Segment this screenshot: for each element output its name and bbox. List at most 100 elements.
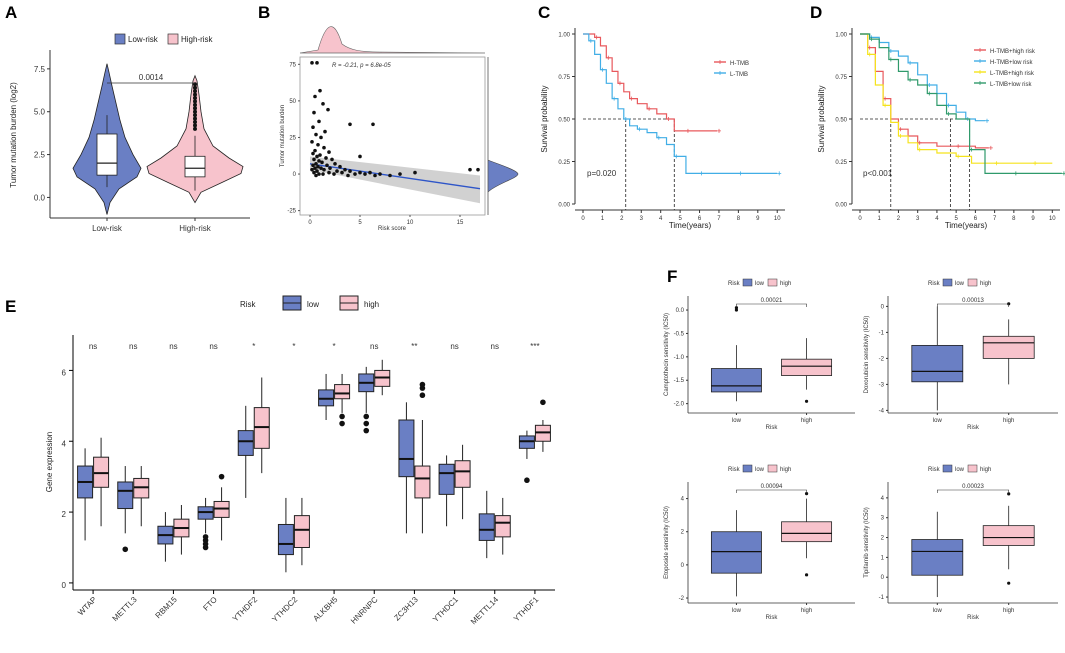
f1-y-tick-label: -0.5 — [674, 331, 685, 337]
a-outlier-point — [193, 106, 197, 111]
f4-legend-title: Risk — [928, 467, 941, 473]
f4-y-tick-label: 2 — [881, 536, 885, 542]
b-point — [413, 170, 417, 175]
d-x-tick-label: 3 — [916, 216, 920, 222]
f1-outlier-point — [734, 306, 739, 310]
e-box — [117, 481, 134, 510]
c-censor-mark — [717, 128, 722, 133]
d-censor-mark — [888, 57, 893, 62]
b-y-tick-label: 50 — [289, 99, 296, 105]
b-point — [313, 166, 317, 170]
e-outlier-point — [419, 381, 426, 388]
f2-box-low — [911, 344, 964, 383]
b-point — [388, 173, 392, 178]
f1-y-tick-label: -1.0 — [674, 355, 685, 361]
b-point — [378, 172, 382, 176]
e-significance-label: *** — [530, 342, 539, 351]
f4-outlier-point — [1007, 492, 1011, 496]
c-censor-mark — [594, 35, 599, 40]
c-y-tick-label: 0.50 — [558, 118, 570, 124]
b-x-tick-label: 0 — [308, 220, 312, 226]
f3-legend-title: Risk — [728, 467, 741, 473]
b-point — [310, 140, 314, 144]
c-y-tick-label: 0.00 — [558, 203, 570, 209]
e-x-tick-label: YTHDF1 — [512, 595, 541, 624]
f2-pvalue-bar — [937, 303, 1009, 307]
b-y-tick-label: 25 — [289, 135, 296, 141]
f1-outlier-point — [734, 308, 739, 312]
e-outlier-point — [122, 546, 129, 553]
a-y-tick-label: 5.0 — [34, 108, 46, 117]
b-point — [468, 167, 472, 172]
d-censor-mark — [1033, 161, 1038, 166]
d-censor-mark — [888, 49, 893, 53]
a-legend-high-label: High-risk — [181, 35, 214, 44]
e-outlier-point — [524, 477, 530, 484]
c-censor-mark — [617, 81, 622, 86]
c-censor-mark — [674, 154, 679, 159]
f3-x-label: Risk — [766, 615, 779, 621]
a-legend-high-swatch — [167, 33, 179, 45]
e-outlier-point — [419, 392, 426, 399]
b-point — [315, 154, 319, 159]
e-x-tick-label: RBM15 — [154, 595, 180, 621]
c-y-tick-label: 0.75 — [558, 75, 570, 81]
e-significance-label: ns — [209, 342, 217, 351]
b-point — [398, 172, 402, 176]
a-outlier-point — [193, 99, 197, 104]
f2-x-tick-label: low — [933, 418, 943, 424]
f2-x-tick-label: high — [1003, 418, 1014, 424]
f1-legend-high-label: high — [780, 281, 791, 287]
d-y-label: Survival probability — [817, 85, 826, 152]
e-significance-label: ns — [89, 342, 97, 351]
c-pvalue: p=0.020 — [587, 169, 617, 178]
f1-x-label: Risk — [766, 425, 779, 431]
panel-letter-c: C — [538, 3, 550, 22]
b-point — [322, 167, 326, 172]
c-x-tick-label: 7 — [717, 216, 721, 222]
f2-legend-title: Risk — [928, 281, 941, 287]
c-km-curve — [583, 33, 718, 132]
a-x-tick-label: High-risk — [179, 224, 212, 233]
d-censor-mark — [956, 144, 961, 149]
f1-legend-low-swatch — [742, 278, 753, 287]
a-box — [96, 133, 118, 176]
d-censor-mark — [1013, 171, 1018, 176]
c-censor-mark — [699, 171, 704, 176]
b-y-tick-label: -25 — [287, 209, 296, 215]
c-censor-mark — [600, 67, 605, 72]
d-x-tick-label: 10 — [1049, 216, 1056, 222]
e-outlier-point — [363, 413, 370, 420]
b-point — [335, 169, 339, 173]
e-x-tick-label: WTAP — [76, 595, 98, 617]
a-y-tick-label: 0.0 — [34, 193, 46, 202]
f3-outlier-point — [804, 573, 809, 577]
f2-y-tick-label: -4 — [879, 408, 885, 414]
a-outlier-point — [193, 85, 197, 90]
d-censor-mark — [946, 111, 951, 116]
f3-pvalue: 0.00094 — [761, 484, 783, 490]
c-legend-label: L-TMB — [730, 72, 748, 78]
d-censor-mark — [908, 77, 913, 82]
e-x-tick-label: METTL3 — [111, 595, 139, 623]
d-legend-label: L-TMB+high risk — [990, 71, 1035, 77]
f4-box-low — [911, 539, 964, 576]
b-confidence-band — [310, 156, 480, 204]
d-legend-marker — [978, 70, 982, 74]
b-point — [313, 94, 317, 99]
c-censor-mark — [666, 117, 671, 121]
a-outlier-point — [193, 96, 197, 100]
f4-box-high — [982, 525, 1035, 546]
f4-legend-low-swatch — [942, 464, 953, 473]
e-x-tick-label: HNRNPC — [349, 595, 380, 626]
b-point — [338, 164, 342, 169]
b-point — [310, 167, 314, 172]
b-x-tick-label: 10 — [407, 220, 414, 226]
d-censor-mark — [883, 96, 888, 101]
b-point — [312, 110, 316, 115]
c-y-label: Survival probability — [540, 85, 549, 152]
f3-box-high — [781, 521, 833, 543]
b-point — [310, 61, 314, 65]
b-point — [317, 119, 321, 124]
a-outlier-point — [193, 109, 197, 114]
